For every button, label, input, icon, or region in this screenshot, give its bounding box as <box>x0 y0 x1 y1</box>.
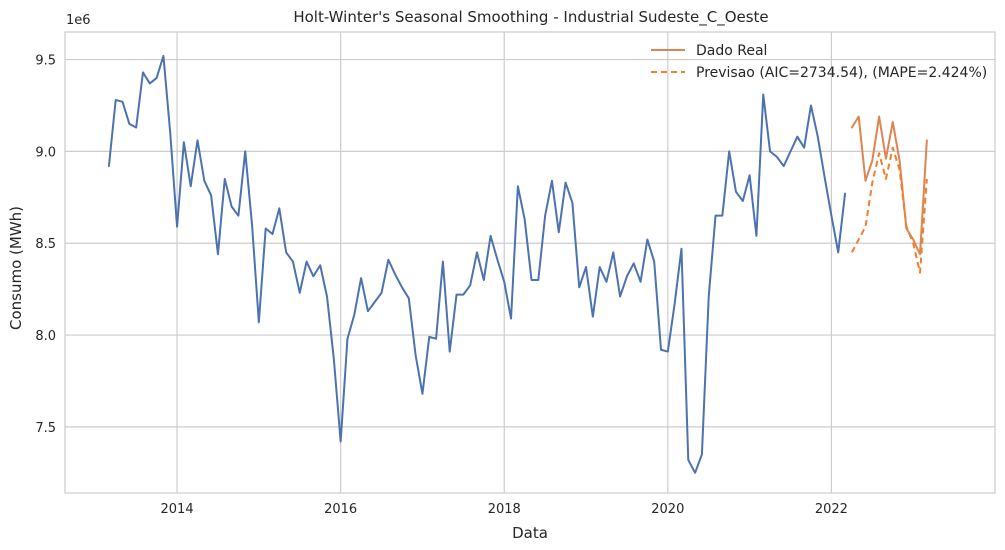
series-line-forecast <box>850 146 928 274</box>
x-tick-label: 2016 <box>324 502 357 517</box>
y-offset-label: 1e6 <box>66 13 91 28</box>
plot-frame <box>64 31 996 494</box>
tick-labels: 2014 2016 2018 2020 2022 7.5 8.0 8.5 9.0 9.5 <box>35 54 848 517</box>
x-tick-label: 2022 <box>815 502 848 517</box>
series-line-actual <box>850 115 928 256</box>
plot-area <box>64 31 996 494</box>
x-tick-label: 2014 <box>161 502 194 517</box>
x-axis-label: Data <box>512 524 548 542</box>
y-tick-label: 8.0 <box>35 329 56 344</box>
legend-label-dado-real: Dado Real <box>696 43 767 59</box>
legend-label-previsao: Previsao (AIC=2734.54), (MAPE=2.424%) <box>696 65 987 81</box>
legend: Dado Real Previsao (AIC=2734.54), (MAPE=… <box>651 43 987 81</box>
y-tick-label: 9.0 <box>35 145 56 160</box>
series-line-historical <box>107 54 847 474</box>
y-axis-label: Consumo (MWh) <box>7 206 25 330</box>
y-tick-label: 9.5 <box>35 54 56 69</box>
y-tick-label: 8.5 <box>35 237 56 252</box>
y-tick-label: 7.5 <box>35 421 56 436</box>
chart-title: Holt-Winter's Seasonal Smoothing - Indus… <box>293 8 768 27</box>
x-tick-label: 2018 <box>488 502 521 517</box>
series-layer <box>107 54 928 474</box>
x-tick-label: 2020 <box>651 502 684 517</box>
